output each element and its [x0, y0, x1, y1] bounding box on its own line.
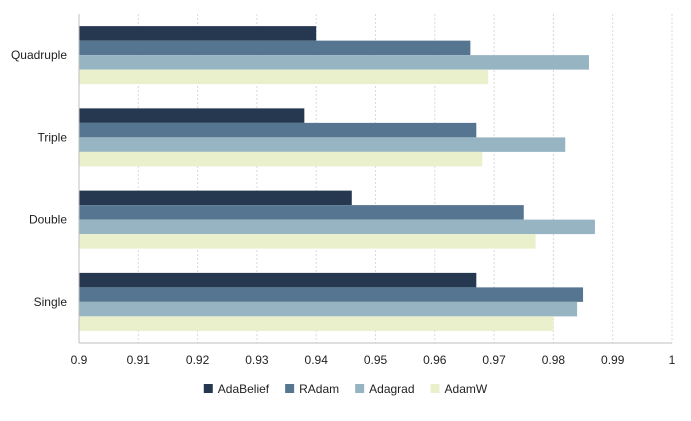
category-label: Quadruple [11, 48, 67, 62]
legend-label: AdamW [445, 382, 488, 396]
category-label: Double [29, 213, 67, 227]
bar [79, 26, 317, 41]
legend-swatch [355, 384, 365, 393]
category-label: Triple [37, 130, 67, 144]
legend-label: AdaBelief [218, 382, 270, 396]
x-tick-label: 0.94 [305, 353, 329, 367]
bar [79, 69, 489, 85]
x-tick-label: 0.91 [127, 353, 151, 367]
bar [79, 272, 477, 288]
bar [79, 301, 578, 317]
x-tick-label: 0.92 [186, 353, 210, 367]
x-tick-label: 0.98 [542, 353, 566, 367]
bar [79, 219, 595, 235]
x-tick-label: 0.95 [364, 353, 388, 367]
legend-swatch [430, 384, 440, 393]
category-label: Single [34, 295, 68, 309]
legend-item: RAdam [285, 382, 339, 396]
bars [79, 26, 595, 331]
legend: AdaBelief RAdam Adagrad AdamW [203, 382, 488, 396]
x-tick-label: 0.96 [423, 353, 447, 367]
legend-item: AdamW [430, 382, 488, 396]
legend-swatch [285, 384, 295, 393]
bar [79, 40, 471, 56]
bar [79, 108, 305, 123]
legend-item: AdaBelief [203, 382, 270, 396]
gridlines [137, 14, 673, 343]
x-tick-label: 0.97 [482, 353, 506, 367]
legend-label: RAdam [299, 382, 339, 396]
bar [79, 316, 554, 331]
legend-swatch [203, 384, 213, 393]
x-tick-label: 0.9 [71, 353, 88, 367]
bar [79, 55, 589, 70]
bar [79, 234, 536, 249]
bar [79, 190, 352, 206]
x-tick-label: 1 [669, 353, 676, 367]
legend-item: Adagrad [355, 382, 415, 396]
legend-label: Adagrad [369, 382, 414, 396]
bar [79, 151, 483, 167]
x-tick-label: 0.99 [601, 353, 625, 367]
axes: 0.9 0.91 0.92 0.93 0.94 0.95 0.96 0.97 0.98 0.99 1… [11, 14, 676, 367]
bar [79, 137, 566, 152]
bar [79, 287, 584, 302]
bar [79, 205, 524, 220]
x-tick-label: 0.93 [245, 353, 269, 367]
bar [79, 122, 477, 138]
